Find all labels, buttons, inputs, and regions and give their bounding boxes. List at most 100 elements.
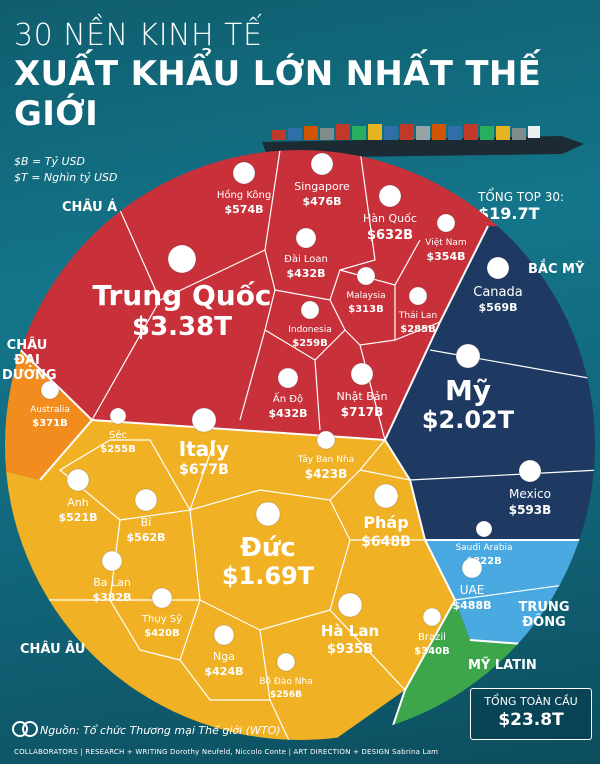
top30-total-value: $19.7T (478, 204, 540, 223)
region-cell-north-america (385, 226, 595, 540)
country-name: Hà Lan (321, 622, 379, 640)
country-name: Italy (179, 437, 229, 461)
country-cell-india: Ấn Độ $432B (269, 367, 308, 420)
country-value: $432B (287, 267, 326, 280)
country-labels: Trung Quốc$3.38T Hồng Kông $574B Singapore $… (30, 152, 551, 700)
india-flag-icon (277, 367, 299, 389)
country-cell-russia: Nga $424B (205, 624, 244, 678)
country-value: $935B (327, 642, 373, 657)
singapore-flag-icon (310, 152, 334, 176)
country-value: $488B (453, 599, 492, 612)
country-value: $521B (59, 511, 98, 524)
country-cell-south-korea: Hàn Quốc $632B (363, 184, 417, 243)
country-name: Hàn Quốc (363, 212, 417, 225)
country-cell-switzerland: Thụy Sỹ $420B (141, 587, 182, 639)
country-cell-brazil: Brazil $340B (414, 607, 450, 657)
country-cell-japan: Nhật Bản $717B (336, 362, 388, 419)
netherlands-flag-icon (337, 592, 363, 618)
china-flag-icon (167, 244, 197, 274)
taiwan-flag-icon (295, 227, 317, 249)
country-name: UAE (460, 583, 485, 597)
country-value: $632B (367, 228, 413, 243)
cell-border (359, 344, 386, 441)
australia-flag-icon (40, 380, 60, 400)
cell-border (314, 299, 346, 431)
country-name: Tây Ban Nha (297, 455, 354, 465)
country-value: $382B (93, 591, 132, 604)
global-total-value: $23.8T (498, 710, 564, 730)
global-total-box: TỔNG TOÀN CẦU $23.8T (470, 688, 592, 740)
global-total-label: TỔNG TOÀN CẦU (484, 695, 578, 708)
brazil-flag-icon (422, 607, 442, 627)
japan-flag-icon (350, 362, 374, 386)
country-value: $2.02T (422, 406, 515, 434)
malaysia-flag-icon (356, 266, 376, 286)
country-cell-italy: Italy$677B (179, 407, 229, 478)
country-name: Hồng Kông (217, 189, 271, 201)
region-label-oceania-2: ĐẠI (14, 353, 40, 368)
region-label-middle-east-2: ĐÔNG (522, 615, 566, 630)
country-value: $432B (269, 407, 308, 420)
cell-border (110, 439, 191, 511)
region-label-oceania-1: CHÂU (6, 338, 48, 353)
usa-flag-icon (455, 343, 481, 369)
uae-flag-icon (461, 557, 483, 579)
switzerland-flag-icon (151, 587, 173, 609)
belgium-flag-icon (134, 488, 158, 512)
country-cell-uae: UAE $488B (453, 557, 492, 612)
region-label-europe: CHÂU ÂU (20, 642, 86, 657)
czech-flag-icon (109, 407, 127, 425)
country-cell-spain: Tây Ban Nha $423B (297, 430, 354, 481)
country-name: Trung Quốc (92, 279, 271, 312)
country-value: $476B (303, 195, 342, 208)
uk-flag-icon (66, 468, 90, 492)
country-cell-portugal: Bồ Đào Nha $256B (259, 652, 313, 700)
country-cell-usa: Mỹ$2.02T (422, 343, 515, 434)
region-label-middle-east-1: TRUNG (518, 600, 570, 615)
country-value: $423B (305, 467, 348, 481)
country-value: $340B (414, 646, 449, 657)
cell-border (189, 439, 216, 511)
country-cell-taiwan: Đài Loan $432B (284, 227, 328, 280)
cell-border (359, 469, 411, 481)
hong-kong-flag-icon (232, 161, 256, 185)
country-cell-saudi-arabia: Saudi Arabia $322B (455, 520, 513, 567)
country-cell-singapore: Singapore $476B (294, 152, 350, 208)
country-value: $255B (100, 444, 135, 455)
country-value: $574B (225, 203, 264, 216)
cell-border (239, 329, 266, 421)
country-name: Thụy Sỹ (141, 614, 182, 625)
region-label-oceania: CHÂU ĐẠI DƯƠNG (2, 338, 57, 383)
country-name: Séc (109, 429, 127, 441)
country-name: Việt Nam (425, 237, 466, 248)
country-name: Indonesia (288, 325, 332, 335)
country-value: $562B (127, 531, 166, 544)
country-value: $371B (32, 418, 67, 429)
cell-border (329, 609, 406, 691)
country-value: $3.38T (132, 312, 232, 342)
country-value: $424B (205, 665, 244, 678)
country-cell-thailand: Thái Lan $285B (398, 286, 437, 335)
region-label-north-america: BẮC MỸ (528, 262, 585, 277)
country-cell-canada: Canada$569B (473, 256, 523, 314)
units-trillion: $T = Nghìn tỷ USD (14, 171, 118, 184)
thailand-flag-icon (408, 286, 428, 306)
country-value: $256B (270, 690, 302, 700)
country-value: $569B (479, 301, 518, 314)
credits-line: COLLABORATORS | RESEARCH + WRITING Dorot… (14, 748, 439, 756)
country-cell-malaysia: Malaysia $313B (346, 266, 386, 315)
country-name: Pháp (363, 513, 408, 532)
country-name: Nhật Bản (336, 390, 387, 403)
country-value: $717B (341, 405, 384, 419)
country-name: Bồ Đào Nha (259, 676, 312, 687)
indonesia-flag-icon (300, 300, 320, 320)
top30-total: TỔNG TOP 30: $19.7T (478, 190, 564, 223)
title-line-2: XUẤT KHẨU LỚN NHẤT THẾ GIỚI (14, 54, 542, 134)
country-name: Bỉ (141, 516, 152, 529)
country-value: $1.69T (222, 562, 315, 590)
spain-flag-icon (316, 430, 336, 450)
country-cell-indonesia: Indonesia $259B (288, 300, 332, 349)
country-value: $259B (292, 338, 327, 349)
country-value: $420B (144, 628, 179, 639)
top30-total-label: TỔNG TOP 30: (478, 190, 565, 204)
